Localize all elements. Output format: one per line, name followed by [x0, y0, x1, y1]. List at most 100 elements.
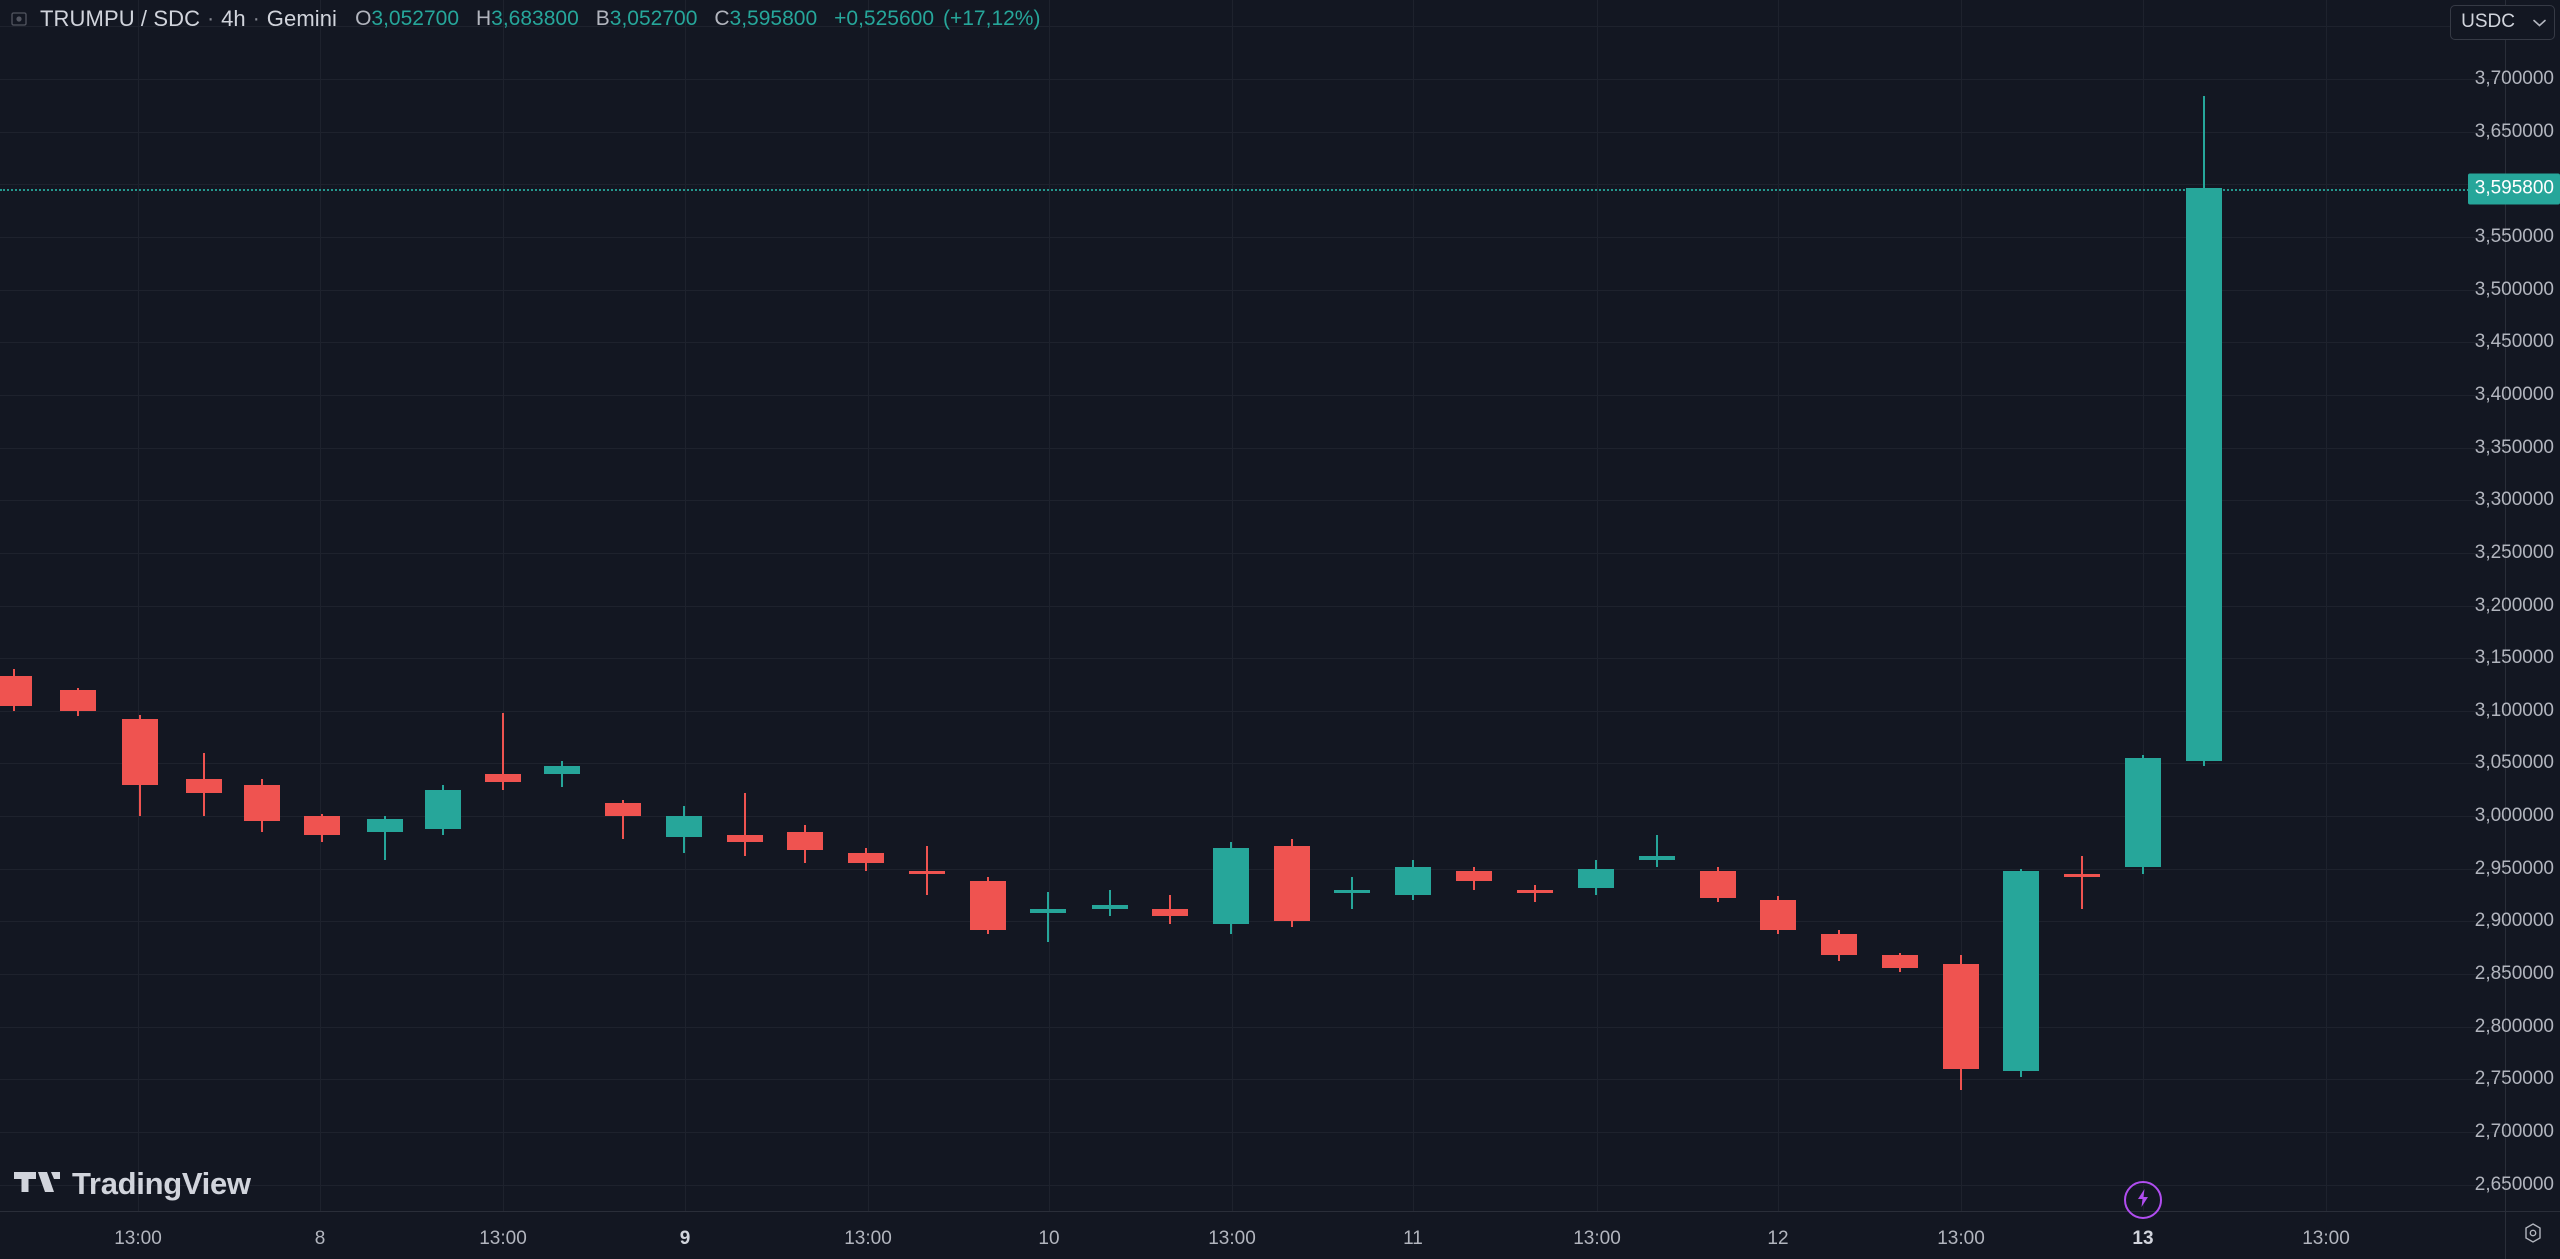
candle-body [2125, 758, 2161, 867]
candle-body [1152, 908, 1188, 917]
time-tick-label: 10 [1038, 1228, 1060, 1249]
price-tick-label: 3,500000 [2474, 278, 2554, 300]
candle-body [0, 676, 32, 706]
time-tick-label: 13:00 [479, 1228, 527, 1249]
exchange-label[interactable]: Gemini [266, 6, 338, 31]
open-label: O [355, 7, 372, 30]
candle-wick [2081, 856, 2083, 909]
lightning-bolt-button[interactable] [2124, 1181, 2162, 1219]
price-tick-label: 3,350000 [2474, 436, 2554, 458]
change-absolute: +0,525600 [834, 7, 934, 30]
eye-icon[interactable] [10, 10, 28, 28]
candle-body [2003, 870, 2039, 1071]
candle-body [304, 816, 340, 836]
price-axis[interactable]: 3,7500003,7000003,6500003,6000003,550000… [2467, 0, 2560, 1211]
time-tick-label: 12 [1767, 1228, 1789, 1249]
candle-body [1700, 870, 1736, 899]
gridline-horizontal [0, 500, 2505, 502]
price-tick-label: 3,200000 [2474, 594, 2554, 616]
candle-wick [622, 800, 624, 840]
time-tick-label: 11 [1403, 1228, 1423, 1249]
price-tick-label: 3,450000 [2474, 331, 2554, 353]
ohlc-values: O 3,052700 H 3,683800 B 3,052700 C 3,595… [355, 7, 1040, 31]
candle-body [2186, 188, 2222, 762]
candle-body [1274, 845, 1310, 922]
gridline-horizontal [0, 236, 2505, 238]
price-tick-label: 2,900000 [2474, 910, 2554, 932]
lightning-bolt-icon [2134, 1188, 2152, 1213]
gridline-horizontal [0, 1079, 2505, 1081]
chart-legend[interactable]: TRUMPU / SDC · 4h · Gemini O 3,052700 H … [0, 0, 1040, 38]
candle-body [2064, 874, 2100, 878]
time-tick-label: 9 [679, 1228, 691, 1249]
gridline-horizontal [0, 1026, 2505, 1028]
chart-settings-icon[interactable] [2521, 1221, 2545, 1250]
tradingview-logo-text: TradingView [72, 1166, 251, 1201]
close-value: 3,595800 [729, 7, 818, 30]
legend-separator-1: · [207, 7, 215, 30]
price-tick-label: 3,250000 [2474, 541, 2554, 563]
interval-label[interactable]: 4h [221, 6, 246, 31]
candle-body [1517, 889, 1553, 893]
price-tick-label: 2,800000 [2474, 1015, 2554, 1037]
candle-body [1030, 908, 1066, 913]
time-tick-label: 13:00 [114, 1228, 162, 1249]
price-tick-label: 3,650000 [2474, 120, 2554, 142]
candle-wick [744, 792, 746, 857]
candle-body [1395, 866, 1431, 896]
candle-body [1943, 963, 1979, 1069]
price-tick-label: 3,400000 [2474, 383, 2554, 405]
candle-body [848, 852, 884, 864]
candle-wick [1047, 891, 1049, 943]
gridline-vertical [1778, 0, 1779, 1211]
price-tick-label: 3,150000 [2474, 647, 2554, 669]
gridline-vertical [320, 0, 321, 1211]
gridline-vertical [868, 0, 869, 1211]
candle-body [60, 689, 96, 711]
gridline-horizontal [0, 974, 2505, 976]
current-price-line [0, 188, 2505, 191]
gridline-horizontal [0, 552, 2505, 554]
time-tick-label: 13:00 [1208, 1228, 1256, 1249]
candle-wick [926, 845, 928, 896]
time-tick-label: 13:00 [844, 1228, 892, 1249]
time-axis[interactable]: 13:00 8 13:00 9 13:00 10 13:00 11 13:00 12 13:00 13… [0, 1211, 2505, 1259]
candle-body [122, 719, 158, 785]
gridline-vertical [1232, 0, 1233, 1211]
time-tick-label: 13 [2132, 1228, 2154, 1249]
price-tick-label: 2,850000 [2474, 963, 2554, 985]
gridline-horizontal [0, 447, 2505, 449]
gridline-vertical [2326, 0, 2327, 1211]
candle-body [605, 803, 641, 817]
candle-body [244, 784, 280, 822]
tradingview-watermark: TradingView [14, 1166, 251, 1202]
legend-separator-2: · [252, 7, 260, 30]
price-tick-label: 3,700000 [2474, 67, 2554, 89]
gridline-vertical [1961, 0, 1962, 1211]
gridline-vertical [1597, 0, 1598, 1211]
gridline-vertical [1413, 0, 1414, 1211]
gridline-horizontal [0, 342, 2505, 344]
candle-body [1760, 900, 1796, 930]
candle-body [1092, 904, 1128, 909]
candle-body [1578, 868, 1614, 888]
chart-plot-area[interactable] [0, 0, 2505, 1211]
close-label: C [714, 7, 730, 30]
candle-body [367, 819, 403, 832]
time-tick-label: 8 [314, 1228, 326, 1249]
gridline-horizontal [0, 816, 2505, 818]
currency-unit-selector[interactable]: USDC [2450, 5, 2555, 40]
candle-body [970, 881, 1006, 930]
time-tick-label: 13:00 [1937, 1228, 1985, 1249]
high-label: H [476, 7, 492, 30]
price-tick-label: 3,100000 [2474, 699, 2554, 721]
current-price-badge: 3,595800 [2467, 173, 2560, 205]
price-tick-label: 2,750000 [2474, 1068, 2554, 1090]
chart-settings-button[interactable] [2505, 1211, 2560, 1259]
symbol-name[interactable]: TRUMPU / SDC [40, 6, 201, 31]
open-value: 3,052700 [371, 7, 459, 30]
price-tick-label: 3,550000 [2474, 225, 2554, 247]
price-tick-label: 3,300000 [2474, 489, 2554, 511]
gridline-horizontal [0, 78, 2505, 80]
chevron-down-icon[interactable] [2533, 15, 2546, 29]
